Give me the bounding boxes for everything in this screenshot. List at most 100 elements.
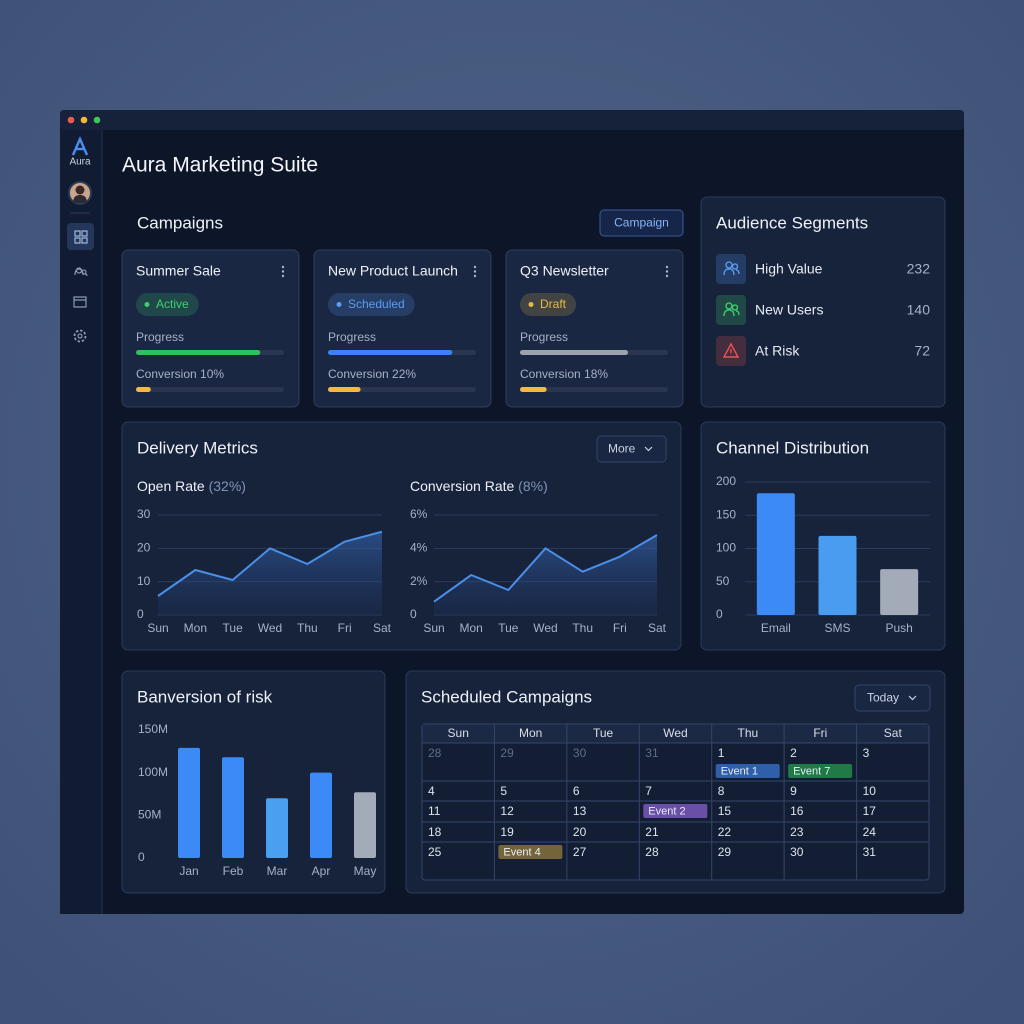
y-tick-label: 0 xyxy=(138,850,145,864)
calendar-day: 10 xyxy=(863,784,877,798)
bar xyxy=(880,569,919,615)
weekday-label: Tue xyxy=(593,726,614,740)
calendar-day: 16 xyxy=(790,804,804,818)
calendar-day: 13 xyxy=(573,804,587,818)
x-tick-label: Wed xyxy=(258,621,282,635)
y-tick-label: 6% xyxy=(410,507,428,521)
line-area xyxy=(158,531,382,615)
x-tick-label: SMS xyxy=(824,621,850,635)
avatar-hair xyxy=(75,185,85,195)
logo-text: Aura xyxy=(69,157,91,168)
campaigns-heading: Campaigns xyxy=(137,213,223,232)
calendar-day: 1 xyxy=(718,746,725,760)
calendar-event[interactable] xyxy=(643,804,708,818)
more-dropdown-label: More xyxy=(608,442,636,456)
calendar-day: 9 xyxy=(790,784,797,798)
calendar-day: 6 xyxy=(573,784,580,798)
conversion-bar xyxy=(328,387,361,392)
calendar-event[interactable] xyxy=(788,764,853,778)
calendar-day: 5 xyxy=(500,784,507,798)
new-campaign-button[interactable] xyxy=(599,209,684,237)
calendar-day: 3 xyxy=(863,746,870,760)
x-tick-label: Fri xyxy=(613,621,627,635)
segment-count: 72 xyxy=(914,343,930,359)
calendar-day: 27 xyxy=(573,845,587,859)
card-menu-dot xyxy=(473,270,477,273)
x-tick-label: Tue xyxy=(498,621,519,635)
calendar-grid xyxy=(421,723,930,881)
conversion-label: Conversion 22% xyxy=(328,367,416,381)
today-dropdown-label: Today xyxy=(867,691,899,705)
calendar-day: 31 xyxy=(645,746,659,760)
x-tick-label: May xyxy=(354,864,377,878)
card-menu-dot xyxy=(473,274,477,278)
x-tick-label: Mon xyxy=(184,621,207,635)
calendar-day: 29 xyxy=(718,845,732,859)
x-tick-label: Tue xyxy=(223,621,244,635)
calendar-day: 28 xyxy=(428,746,442,760)
audience-panel xyxy=(700,196,946,408)
calendar-day: 21 xyxy=(645,825,659,839)
bar xyxy=(266,798,288,858)
line-series xyxy=(157,530,383,597)
segment-icon xyxy=(722,342,740,358)
campaign-card xyxy=(505,249,684,408)
today-dropdown[interactable] xyxy=(854,684,931,712)
y-tick-label: 50 xyxy=(716,574,730,588)
conversion-bar xyxy=(136,387,151,392)
y-tick-label: 100M xyxy=(138,765,168,779)
nav-campaigns[interactable] xyxy=(73,296,87,308)
sidebar xyxy=(60,130,102,914)
calendar-event[interactable] xyxy=(715,764,780,778)
window-maximize[interactable] xyxy=(93,116,101,124)
calendar-day: 11 xyxy=(428,804,441,818)
calendar-day: 7 xyxy=(645,784,652,798)
conversion-track xyxy=(520,387,668,392)
campaign-name: Q3 Newsletter xyxy=(520,263,609,279)
card-menu-dot xyxy=(665,270,669,273)
window-close[interactable] xyxy=(67,116,75,124)
weekday-label: Sat xyxy=(884,726,903,740)
status-dot xyxy=(528,302,534,307)
campaign-name: New Product Launch xyxy=(328,263,458,279)
x-tick-label: Thu xyxy=(297,621,318,635)
conversion-label: Conversion 10% xyxy=(136,367,224,381)
calendar-day: 31 xyxy=(863,845,877,859)
calendar-day: 2 xyxy=(790,746,797,760)
x-tick-label: Apr xyxy=(312,864,331,878)
x-tick-label: Feb xyxy=(223,864,244,878)
card-menu-dot xyxy=(473,265,477,269)
calendar-event[interactable] xyxy=(498,845,563,859)
calendar-day: 19 xyxy=(500,825,514,839)
today-dropdown-chevron xyxy=(908,695,917,701)
y-tick-label: 0 xyxy=(716,607,723,621)
calendar-day: 30 xyxy=(573,746,587,760)
segment-icon xyxy=(723,261,740,276)
card-menu-dot xyxy=(281,274,285,278)
status-badge xyxy=(520,293,577,316)
nav-settings[interactable] xyxy=(73,329,87,343)
nav-audience[interactable] xyxy=(74,267,88,277)
y-tick-label: 30 xyxy=(137,507,151,521)
window-minimize[interactable] xyxy=(80,116,88,124)
title-bar xyxy=(60,110,964,130)
status-badge xyxy=(136,293,199,316)
x-tick-label: Sun xyxy=(423,621,444,635)
calendar-day: 4 xyxy=(428,784,435,798)
conversion-label: Conversion 18% xyxy=(520,367,608,381)
calendar-day: 23 xyxy=(790,825,804,839)
nav-dashboard-icon xyxy=(74,230,88,244)
calendar-day: 18 xyxy=(428,825,442,839)
x-tick-label: Sat xyxy=(648,621,667,635)
card-menu-dot xyxy=(665,274,669,278)
bar xyxy=(756,493,795,615)
more-dropdown[interactable] xyxy=(596,435,667,463)
nav-settings-center xyxy=(77,333,83,339)
y-tick-label: 150 xyxy=(716,507,736,521)
x-tick-label: Sun xyxy=(147,621,168,635)
calendar-day: 22 xyxy=(718,825,732,839)
calendar-day: 24 xyxy=(863,825,877,839)
calendar-day: 25 xyxy=(428,845,442,859)
card-menu-dot xyxy=(281,270,285,273)
